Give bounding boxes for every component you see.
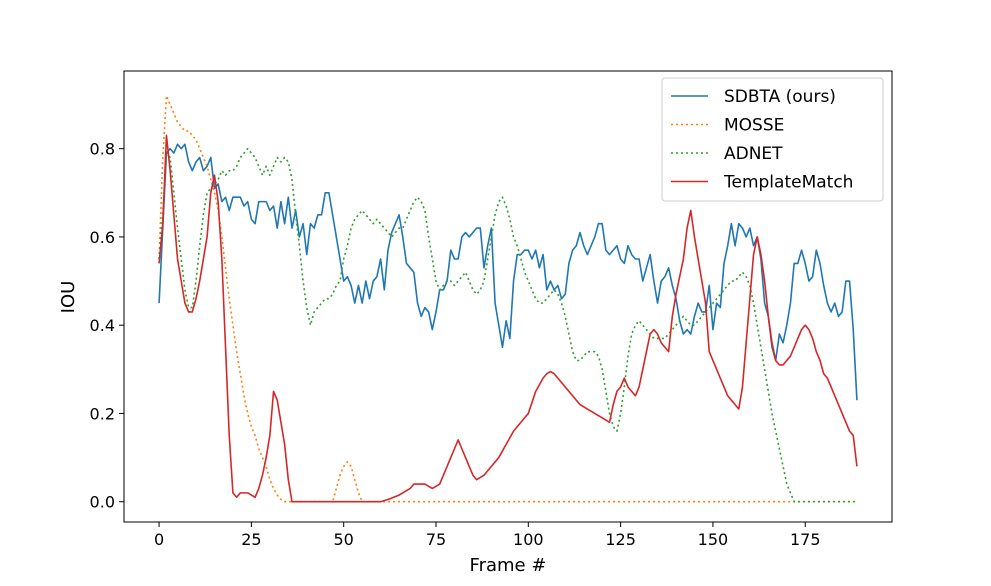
y-tick-label: 0.0	[90, 493, 115, 512]
y-tick-label: 0.6	[90, 228, 115, 247]
series-layer	[158, 94, 858, 503]
plot-area-frame	[123, 70, 893, 523]
series-line-2	[158, 147, 857, 503]
y-tick-label: 0.4	[90, 316, 115, 335]
y-axis-ticks: 0.0 0.2 0.4 0.6 0.8	[90, 140, 124, 512]
x-tick-label: 75	[426, 530, 446, 549]
legend-label-3: TemplateMatch	[723, 173, 853, 193]
x-tick-label: 150	[698, 530, 729, 549]
x-tick-label: 175	[790, 530, 821, 549]
x-tick-label: 0	[154, 530, 164, 549]
y-axis-title: IOU	[58, 281, 79, 314]
series-line-1	[158, 94, 857, 503]
x-tick-label: 100	[513, 530, 544, 549]
x-tick-label: 50	[334, 530, 354, 549]
legend-box	[661, 77, 884, 202]
legend-label-0: SDBTA (ours)	[724, 87, 836, 107]
series-line-3	[158, 134, 858, 503]
legend: SDBTA (ours) MOSSE ADNET TemplateMatch	[661, 77, 884, 202]
y-tick-label: 0.8	[90, 140, 115, 159]
x-tick-label: 125	[605, 530, 636, 549]
legend-label-1: MOSSE	[724, 116, 784, 136]
series-line-0	[158, 143, 858, 401]
legend-label-2: ADNET	[724, 144, 783, 164]
x-axis-ticks: 0 25 50 75 100 125 150 175	[154, 522, 821, 549]
y-tick-label: 0.2	[90, 404, 115, 423]
x-tick-label: 25	[241, 530, 261, 549]
x-axis-title: Frame #	[470, 555, 547, 576]
